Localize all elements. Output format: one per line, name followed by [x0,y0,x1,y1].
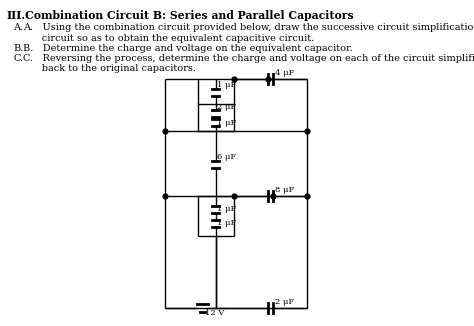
Text: Combination Circuit B: Series and Parallel Capacitors: Combination Circuit B: Series and Parall… [25,10,353,21]
Text: A.   Using the combination circuit provided below, draw the successive circuit s: A. Using the combination circuit provide… [23,23,474,32]
Text: 2 μF: 2 μF [217,103,237,111]
Text: back to the original capacitors.: back to the original capacitors. [23,64,196,73]
Text: A.: A. [13,23,23,32]
Text: 8 μF: 8 μF [275,186,294,194]
Text: 1 μF: 1 μF [217,81,237,89]
Text: 2 μF: 2 μF [275,298,294,306]
Text: C.   Reversing the process, determine the charge and voltage on each of the circ: C. Reversing the process, determine the … [23,54,474,63]
Text: B.: B. [13,44,24,53]
Text: 12 V: 12 V [205,309,224,317]
Text: circuit so as to obtain the equivalent capacitive circuit.: circuit so as to obtain the equivalent c… [23,34,314,43]
Text: B.   Determine the charge and voltage on the equivalent capacitor.: B. Determine the charge and voltage on t… [23,44,352,53]
Text: 6 μF: 6 μF [217,153,237,161]
Text: 1 μF: 1 μF [217,219,237,227]
Text: 1 μF: 1 μF [217,205,237,213]
Text: III.: III. [7,10,26,21]
Text: 1 μF: 1 μF [217,119,237,127]
Text: C.: C. [13,54,23,63]
Text: 4 μF: 4 μF [275,69,294,77]
